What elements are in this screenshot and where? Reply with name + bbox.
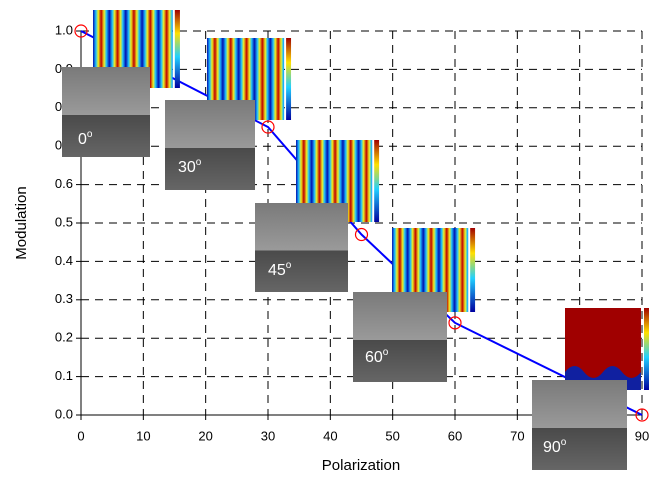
inset-label: 30o: [178, 157, 202, 177]
degree: o: [561, 437, 567, 448]
x-tick-label: 30: [261, 428, 275, 443]
field-image: [565, 308, 649, 390]
degree: o: [383, 347, 389, 358]
degree: o: [87, 129, 93, 140]
sem-image: [62, 67, 150, 157]
angle: 90: [543, 439, 561, 456]
y-tick-label: 0.4: [55, 253, 73, 268]
angle: 60: [365, 349, 383, 366]
y-tick-label: 0.3: [55, 291, 73, 306]
x-tick-label: 50: [385, 428, 399, 443]
degree: o: [286, 260, 292, 271]
x-axis-title: Polarization: [322, 457, 400, 474]
y-tick-label: 0.5: [55, 214, 73, 229]
inset-label: 60o: [365, 347, 389, 367]
angle: 45: [268, 262, 286, 279]
inset-label: 90o: [543, 437, 567, 457]
x-tick-label: 0: [77, 428, 84, 443]
y-tick-label: 0.2: [55, 330, 73, 345]
angle: 30: [178, 159, 196, 176]
data-line: [80, 30, 643, 416]
degree: o: [196, 157, 202, 168]
data-marker: [448, 316, 462, 330]
x-tick-label: 10: [136, 428, 150, 443]
y-tick-label: 1.0: [55, 22, 73, 37]
y-axis-title: Modulation: [13, 186, 30, 259]
inset-label: 45o: [268, 260, 292, 280]
y-tick-label: 0.6: [55, 176, 73, 191]
data-marker: [261, 120, 275, 134]
x-tick-label: 90: [635, 428, 649, 443]
x-tick-label: 60: [448, 428, 462, 443]
x-tick-label: 70: [510, 428, 524, 443]
y-tick-label: 0.0: [55, 406, 73, 421]
data-marker: [74, 24, 88, 38]
angle: 0: [78, 131, 87, 148]
y-tick-label: 0.1: [55, 368, 73, 383]
sem-image: [532, 380, 627, 470]
insets: 0o 30o 45o 60o 90o: [62, 10, 649, 470]
data-marker: [635, 408, 649, 422]
inset-label: 0o: [78, 129, 93, 149]
sem-image: [165, 100, 255, 190]
sem-image: [353, 292, 447, 382]
x-tick-label: 40: [323, 428, 337, 443]
x-tick-label: 20: [198, 428, 212, 443]
data-marker: [354, 227, 369, 242]
